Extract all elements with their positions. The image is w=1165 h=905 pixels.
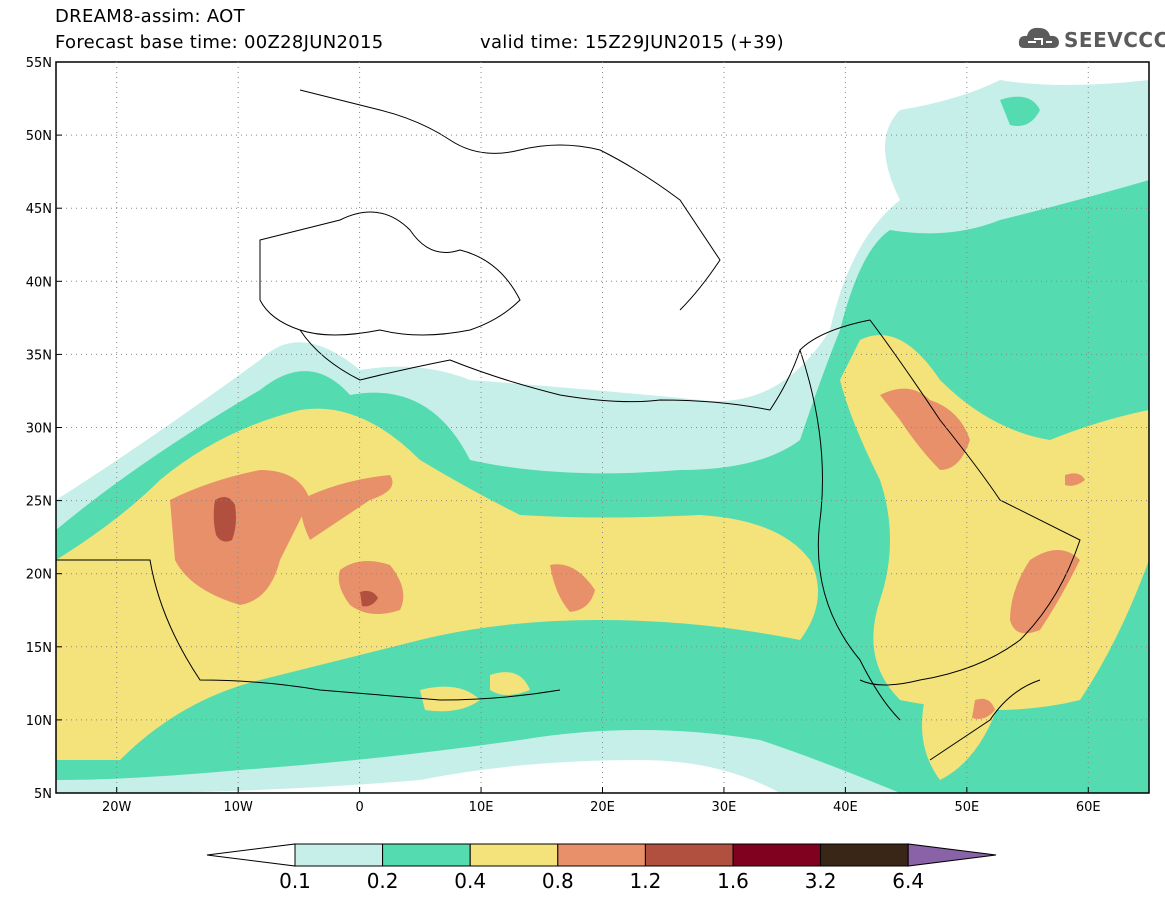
- lat-label: 50N: [26, 129, 52, 144]
- lon-label: 20W: [102, 800, 132, 815]
- lat-label: 55N: [26, 56, 52, 71]
- lon-label: 0: [355, 800, 363, 815]
- colorbar-label: 0.2: [367, 869, 399, 893]
- gridlines: [56, 62, 1149, 793]
- colorbar-label: 0.8: [542, 869, 574, 893]
- colorbar-label: 0.4: [454, 869, 486, 893]
- lon-label: 50E: [954, 800, 979, 815]
- latitude-labels: 55N 50N 45N 40N 35N 30N 25N 20N 15N 10N 5N: [26, 56, 62, 802]
- colorbar-swatch: [644, 843, 734, 867]
- logo-text: SEEVCCC: [1064, 28, 1165, 52]
- lat-label: 30N: [26, 422, 52, 437]
- cloud-icon: [1018, 27, 1059, 48]
- lon-label: 40E: [833, 800, 858, 815]
- lat-label: 10N: [26, 714, 52, 729]
- colorbar-right-arrow: [907, 843, 997, 867]
- colorbar-label: 3.2: [805, 869, 837, 893]
- colorbar-label: 1.2: [629, 869, 661, 893]
- lat-label: 45N: [26, 202, 52, 217]
- colorbar-left-arrow: [206, 843, 296, 867]
- longitude-labels: 20W 10W 0 10E 20E 30E 40E 50E 60E: [102, 787, 1101, 815]
- colorbar: 0.1 0.2 0.4 0.8 1.2 1.6 3.2 6.4: [206, 843, 997, 893]
- lon-label: 10W: [223, 800, 253, 815]
- colorbar-swatch: [820, 843, 909, 867]
- colorbar-swatch: [469, 843, 559, 867]
- lat-label: 35N: [26, 348, 52, 363]
- lon-label: 20E: [590, 800, 615, 815]
- lat-label: 25N: [26, 495, 52, 510]
- colorbar-swatch: [557, 843, 646, 867]
- colorbar-label: 0.1: [279, 869, 311, 893]
- colorbar-label: 6.4: [892, 869, 924, 893]
- colorbar-swatch: [382, 843, 471, 867]
- lon-label: 30E: [712, 800, 737, 815]
- lat-label: 15N: [26, 641, 52, 656]
- forecast-base-time: Forecast base time: 00Z28JUN2015: [55, 32, 384, 53]
- colorbar-swatch: [732, 843, 822, 867]
- lat-label: 5N: [34, 787, 52, 802]
- lat-label: 20N: [26, 568, 52, 583]
- colorbar-swatch: [294, 843, 384, 867]
- colorbar-label: 1.6: [717, 869, 749, 893]
- lat-label: 40N: [26, 275, 52, 290]
- chart-title: DREAM8-assim: AOT: [55, 6, 245, 27]
- seevccc-logo: SEEVCCC: [1016, 22, 1165, 58]
- valid-time: valid time: 15Z29JUN2015 (+39): [480, 32, 784, 53]
- lon-label: 60E: [1076, 800, 1101, 815]
- lon-label: 10E: [469, 800, 494, 815]
